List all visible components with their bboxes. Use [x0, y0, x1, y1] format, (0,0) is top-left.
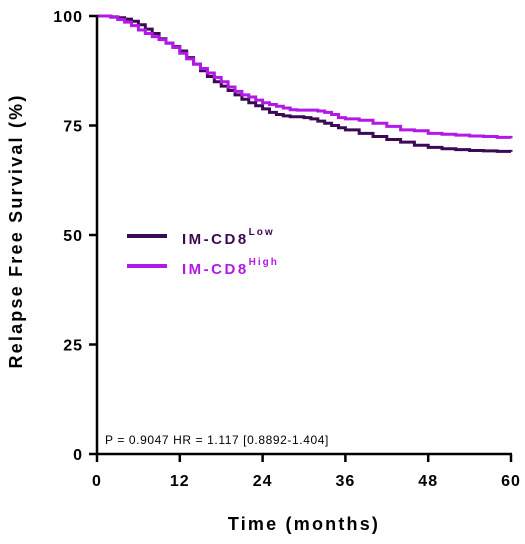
- legend-label: IM-CD8High: [182, 257, 279, 278]
- y-tick-label: 25: [63, 338, 83, 355]
- legend-label: IM-CD8Low: [182, 227, 275, 248]
- y-axis-title: Relapse Free Survival (%): [6, 93, 26, 368]
- x-tick-label: 24: [253, 473, 273, 490]
- x-tick-label: 48: [418, 473, 438, 490]
- y-tick-label: 50: [63, 228, 83, 245]
- series-line-low: [97, 14, 513, 153]
- x-axis-title: Time (months): [228, 514, 380, 534]
- y-tick-label: 100: [53, 9, 83, 26]
- y-tick-label: 75: [63, 119, 83, 136]
- x-tick-label: 36: [336, 473, 356, 490]
- legend: IM-CD8Low IM-CD8High: [127, 227, 279, 278]
- legend-superscript: Low: [249, 227, 275, 238]
- y-tick-label: 0: [73, 447, 83, 464]
- legend-superscript: High: [249, 257, 279, 268]
- series-layer: [97, 14, 513, 153]
- x-tick-label: 60: [501, 473, 521, 490]
- stats-annotation: P = 0.9047 HR = 1.117 [0.8892-1.404]: [105, 433, 329, 447]
- ticks-layer: 0 12 24 36 48 60 0 25 50 75 100: [53, 9, 521, 490]
- series-line-high: [97, 14, 513, 139]
- x-tick-label: 0: [92, 473, 102, 490]
- x-tick-label: 12: [170, 473, 190, 490]
